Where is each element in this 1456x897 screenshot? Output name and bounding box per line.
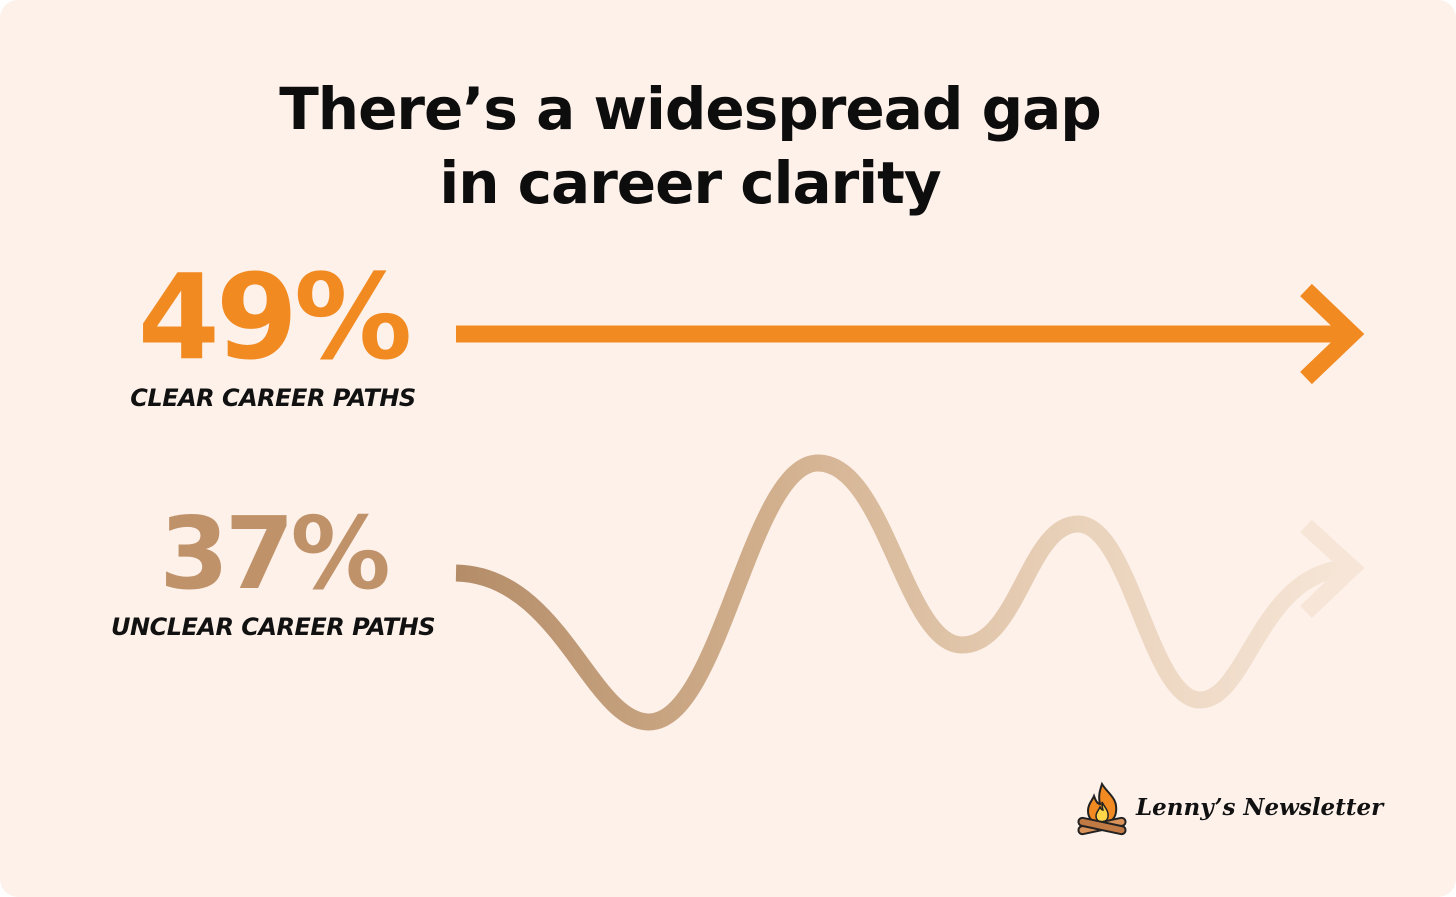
straight-arrow-icon: [456, 283, 1365, 385]
clear-percentage: 49%: [137, 248, 412, 386]
brand-name: Lenny’s Newsletter: [1136, 794, 1384, 821]
unclear-label: UNCLEAR CAREER PATHS: [111, 613, 435, 641]
title-line-2: in career clarity: [439, 149, 941, 217]
page-title: There’s a widespread gap in career clari…: [200, 72, 1180, 220]
campfire-icon: [1077, 781, 1127, 836]
wavy-arrow-icon: [455, 454, 1365, 731]
unclear-percentage: 37%: [159, 495, 390, 612]
brand-signature: Lenny’s Newsletter: [1074, 780, 1394, 840]
title-line-1: There’s a widespread gap: [279, 75, 1102, 143]
clear-label: CLEAR CAREER PATHS: [130, 384, 416, 412]
